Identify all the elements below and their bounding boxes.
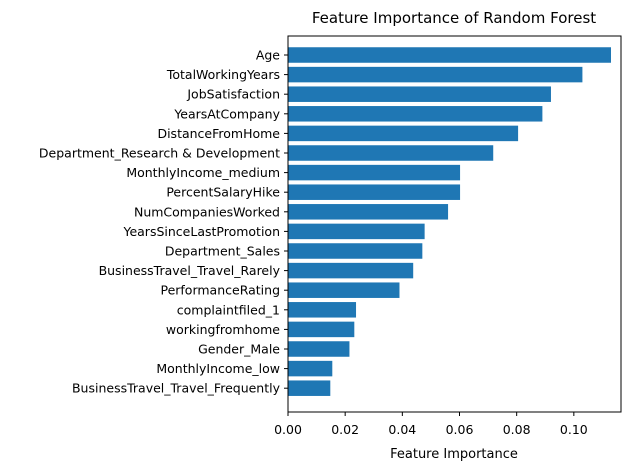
bar <box>288 145 494 161</box>
bar <box>288 223 425 240</box>
y-tick-label: YearsSinceLastPromotion <box>122 224 280 239</box>
y-tick-label: complaintfiled_1 <box>177 302 280 317</box>
x-tick-label: 0.00 <box>274 422 302 437</box>
x-tick-label: 0.06 <box>446 422 474 437</box>
x-tick-label: 0.10 <box>560 422 588 437</box>
bar <box>288 66 583 83</box>
bar <box>288 47 611 63</box>
y-tick-label: Gender_Male <box>198 342 280 357</box>
x-tick-label: 0.02 <box>331 422 359 437</box>
y-tick-label: PercentSalaryHike <box>166 185 280 200</box>
bar <box>288 380 331 396</box>
y-tick-label: MonthlyIncome_medium <box>126 165 280 180</box>
bar <box>288 164 461 181</box>
y-tick-label: TotalWorkingYears <box>166 67 280 82</box>
y-tick-label: NumCompaniesWorked <box>134 204 280 219</box>
y-tick-label: Age <box>256 48 280 63</box>
plot-frame <box>287 35 622 413</box>
y-tick-label: Department_Research & Development <box>39 146 280 161</box>
y-tick-label: JobSatisfaction <box>186 87 280 102</box>
bar <box>288 243 423 259</box>
y-tick-label: DistanceFromHome <box>157 126 280 141</box>
y-tick-label: BusinessTravel_Travel_Frequently <box>72 381 281 396</box>
y-tick-label: PerformanceRating <box>160 283 280 298</box>
bar <box>288 321 355 338</box>
bar <box>288 184 461 200</box>
bar <box>288 106 543 122</box>
y-axis: Age TotalWorkingYears JobSatisfaction Years… <box>39 48 288 396</box>
x-tick-label: 0.08 <box>503 422 531 437</box>
bar <box>288 360 333 377</box>
y-tick-label: MonthlyIncome_low <box>156 361 280 376</box>
x-axis-label: Feature Importance <box>390 447 518 462</box>
bar <box>288 204 449 220</box>
bar <box>288 341 350 357</box>
bar <box>288 302 357 318</box>
x-axis: 0.00 0.02 0.04 0.06 0.08 0.10 <box>274 412 588 437</box>
bar <box>288 282 400 298</box>
bar <box>288 262 414 279</box>
y-tick-label: workingfromhome <box>166 322 280 337</box>
chart-title: Feature Importance of Random Forest <box>312 9 596 27</box>
y-tick-label: YearsAtCompany <box>173 106 280 121</box>
bar <box>288 125 519 142</box>
x-tick-label: 0.04 <box>388 422 416 437</box>
bar <box>288 86 551 102</box>
y-tick-label: BusinessTravel_Travel_Rarely <box>99 263 281 278</box>
bars-group <box>288 47 611 396</box>
y-tick-label: Department_Sales <box>165 244 280 259</box>
